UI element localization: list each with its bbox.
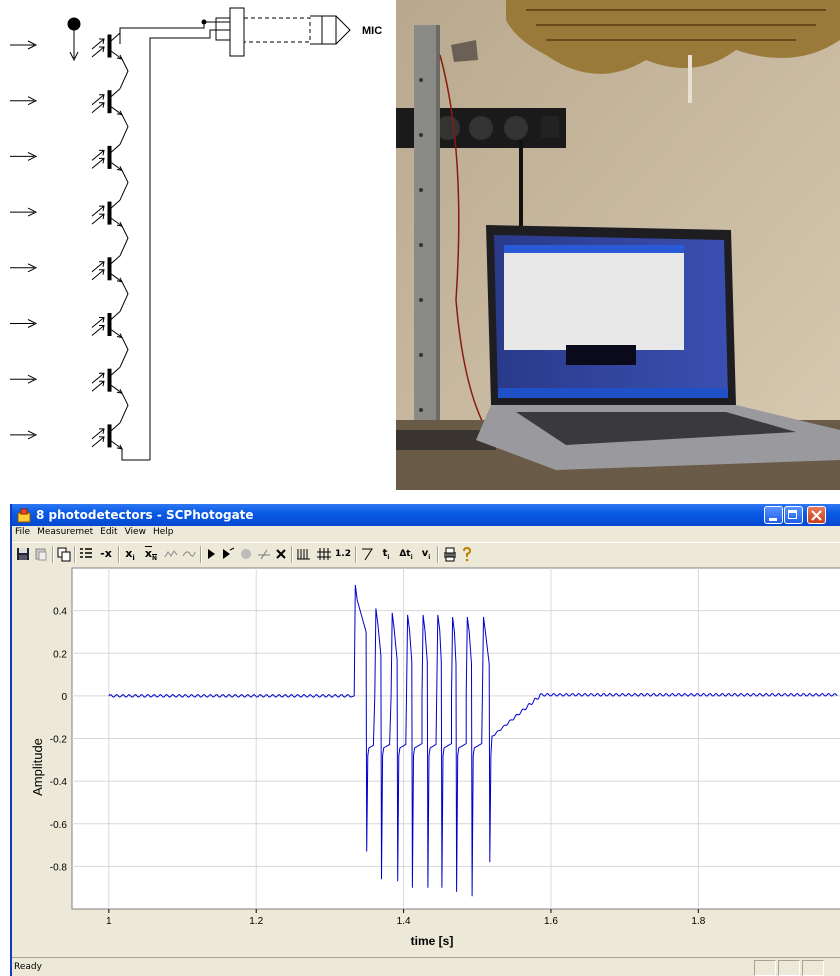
phototransistor (10, 32, 129, 89)
x-tick-label: 1.4 (397, 916, 411, 927)
bar-markers-icon[interactable] (296, 546, 312, 562)
y-tick-label: -0.6 (50, 820, 68, 831)
status-panel (754, 960, 776, 976)
trigger-icon[interactable] (221, 546, 235, 562)
x-axis-ticks: 1 1.2 1.4 1.6 1.8 (106, 909, 706, 927)
toolbar: -x xi xN 1.2 ti Δti vi (12, 542, 840, 566)
print-icon[interactable] (442, 546, 458, 562)
status-panel (802, 960, 824, 976)
minimize-button[interactable] (764, 506, 783, 524)
slope-icon[interactable] (360, 546, 374, 562)
ti-sub: i (387, 554, 390, 561)
y-tick-label: 0.4 (53, 607, 67, 618)
x-tick-label: 1.2 (249, 916, 263, 927)
y-tick-label: 0.2 (53, 649, 67, 660)
phototransistor (10, 199, 129, 257)
menu-bar: File Measuremet Edit View Help (12, 526, 840, 542)
ti-button[interactable]: ti (378, 546, 394, 562)
vi-button[interactable]: vi (418, 546, 434, 562)
window-title: 8 photodetectors - SCPhotogate (36, 508, 254, 522)
menu-help[interactable]: Help (152, 527, 174, 537)
vi-sub: i (428, 554, 431, 561)
photodetector-circuit-diagram: MIC (10, 7, 382, 461)
xn-sub: N (152, 555, 158, 563)
save-icon[interactable] (16, 546, 30, 562)
minimize-icon (769, 518, 777, 521)
delete-icon[interactable] (275, 546, 287, 562)
ti-label: t (382, 548, 388, 559)
xn-button[interactable]: xN (142, 546, 160, 562)
threshold-icon[interactable] (257, 546, 271, 562)
grid-icon[interactable] (316, 546, 332, 562)
remove-point-button[interactable]: -x (100, 547, 112, 560)
app-icon (17, 508, 31, 523)
y-tick-label: -0.8 (50, 862, 68, 873)
record-icon[interactable] (239, 546, 253, 562)
experiment-photo (396, 0, 840, 490)
menu-edit[interactable]: Edit (100, 527, 118, 537)
close-icon (811, 510, 822, 521)
maximize-icon (788, 510, 797, 519)
y-axis-label: Amplitude (30, 738, 45, 796)
vi-label: v (421, 548, 429, 559)
mic-label: MIC (362, 25, 382, 37)
delta-ti-button[interactable]: Δti (396, 546, 416, 562)
amplitude-trace (108, 584, 838, 897)
phototransistor (10, 144, 129, 201)
x-tick-label: 1 (106, 916, 112, 927)
play-icon[interactable] (205, 546, 217, 562)
x-axis-label: time [s] (411, 934, 454, 948)
dti-label: Δt (399, 549, 411, 559)
scphotogate-window: 8 photodetectors - SCPhotogate File Measu… (10, 504, 840, 976)
export-icon[interactable] (34, 546, 48, 562)
y-axis-ticks: 0.4 0.2 0 -0.2 -0.4 -0.6 -0.8 (50, 607, 68, 874)
list-icon[interactable] (79, 546, 93, 562)
help-icon[interactable] (462, 546, 472, 562)
title-bar[interactable]: 8 photodetectors - SCPhotogate (12, 504, 840, 526)
xi-label: x (125, 547, 133, 560)
menu-file[interactable]: File (15, 527, 31, 537)
phototransistor (10, 311, 129, 368)
illustration-panel: MIC (10, 0, 840, 490)
phototransistor (10, 255, 129, 312)
phototransistor (10, 422, 150, 461)
derivative-curve-icon[interactable] (182, 546, 196, 562)
xi-button[interactable]: xi (122, 546, 138, 562)
maximize-button[interactable] (784, 506, 803, 524)
xi-sub: i (132, 554, 135, 563)
close-button[interactable] (807, 506, 826, 524)
status-bar: Ready (12, 957, 840, 976)
x-tick-label: 1.8 (691, 916, 705, 927)
fit-curve-icon[interactable] (164, 546, 178, 562)
phototransistor (10, 366, 129, 424)
status-text: Ready (14, 962, 42, 972)
amplitude-chart: 0.4 0.2 0 -0.2 -0.4 -0.6 -0.8 1 1.2 1.4 1.6 1.8 ti… (12, 565, 840, 957)
status-panel (778, 960, 800, 976)
y-tick-label: -0.4 (50, 777, 68, 788)
dti-sub: i (410, 553, 413, 561)
xn-label: x (144, 547, 153, 560)
x-tick-label: 1.6 (544, 916, 558, 927)
y-tick-label: 0 (61, 692, 67, 703)
menu-measurement[interactable]: Measuremet (37, 527, 94, 537)
grid (72, 568, 840, 909)
phototransistor (10, 88, 129, 145)
menu-view[interactable]: View (124, 527, 146, 537)
y-tick-label: -0.2 (50, 735, 68, 746)
copy-icon[interactable] (57, 546, 71, 562)
scale-button[interactable]: 1.2 (335, 549, 351, 559)
